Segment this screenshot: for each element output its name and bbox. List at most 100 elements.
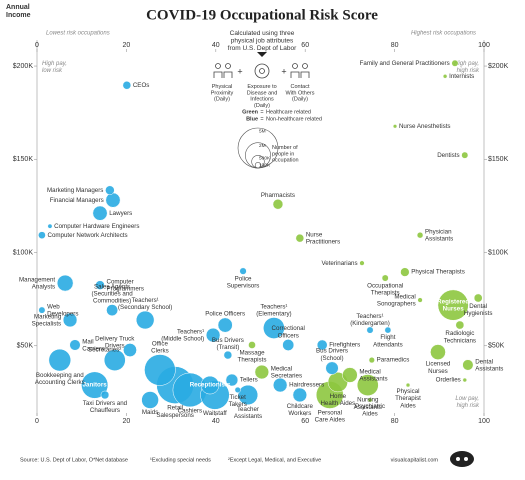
bubble-label: Computer Network Architects <box>47 232 127 239</box>
bubble-label: Pharmacists <box>261 192 295 199</box>
logo <box>450 451 474 467</box>
x-tick-label: 20 <box>123 418 131 425</box>
bubble-label: Teachers¹ (Elementary) <box>256 303 291 317</box>
bubble-label: Paramedics <box>377 357 410 364</box>
x-tick-label: 60 <box>301 42 309 49</box>
bubble <box>405 382 411 388</box>
bubble <box>359 260 365 266</box>
bubble-label: Receptionists <box>190 382 231 389</box>
bubble <box>455 320 465 330</box>
factor-label: Contact With Others (Daily) <box>285 84 314 103</box>
bubbles <box>38 59 483 410</box>
bubble <box>368 357 375 364</box>
factor-label: Physical Proximity (Daily) <box>211 84 234 103</box>
x-tick-label: 20 <box>123 42 131 49</box>
bubble-label: Teachers¹ (Secondary School) <box>118 297 172 311</box>
x-tick-label: 0 <box>35 418 39 425</box>
bubble <box>144 354 176 386</box>
bubble-label: Tellers <box>240 377 258 384</box>
bubble-label: Flight Attendants <box>373 334 403 348</box>
bubble-label: Medical Secretaries <box>271 365 302 379</box>
bubble <box>100 390 110 400</box>
bubble <box>282 339 295 351</box>
bubble <box>367 397 373 403</box>
operator: + <box>281 66 286 76</box>
bubble-label: Home Health Aides <box>320 393 355 407</box>
bubble <box>237 384 259 406</box>
bubble <box>122 81 132 90</box>
bubble-label: Childcare Workers <box>287 403 314 417</box>
bubble <box>225 373 239 387</box>
bubble <box>451 59 459 67</box>
bubble-label: Registered Nurses <box>437 298 469 312</box>
corner-note: High pay, low risk <box>42 61 67 74</box>
footnote: ¹Excluding special needs <box>150 457 211 463</box>
bubble <box>430 344 446 360</box>
bubble-label: Dentists <box>437 152 459 159</box>
y-tick-label: $150K <box>488 156 509 163</box>
bubble <box>342 367 358 383</box>
bubble <box>461 151 469 159</box>
bubble <box>462 377 468 383</box>
bubble <box>248 341 256 349</box>
y-axis-label: Annual Income <box>6 4 31 19</box>
bubble <box>325 361 339 375</box>
bubble <box>473 293 483 303</box>
bubble <box>417 297 423 303</box>
bubble-label: Personal Care Aides <box>315 409 345 423</box>
bubble-label: Bus Drivers (Transit) <box>212 337 244 351</box>
bubble-label: Family and General Practitioners <box>360 60 450 67</box>
bubble-label: Nurse Anesthetists <box>399 123 451 130</box>
bubble-label: CEOs <box>133 82 150 89</box>
bubble-label: Physician Assistants <box>425 228 453 242</box>
bubble <box>105 185 115 195</box>
bubble <box>38 231 46 239</box>
bubble <box>105 192 121 208</box>
y-tick-label: $200K <box>488 63 509 70</box>
bubble-label: Dental Assistants <box>475 358 503 372</box>
x-high-note: Highest risk occupations <box>411 31 476 37</box>
credit: visualcapitalist.com <box>391 457 439 463</box>
x-tick-label: 80 <box>391 42 399 49</box>
source: Source: U.S. Dept of Labor, O*Net databa… <box>20 457 128 463</box>
operator: + <box>237 66 242 76</box>
bubble <box>381 274 389 282</box>
bubble-label: Medical Assistants <box>359 368 387 382</box>
bubble-label: Physical Therapists <box>411 269 465 276</box>
bubble-label: Office Clerks <box>151 340 169 354</box>
bubble-label: Orderlies <box>436 377 461 384</box>
bubble <box>106 304 119 317</box>
bubble <box>416 231 424 239</box>
size-legend-label: 100K <box>259 163 271 169</box>
bubble-label: Lawyers <box>109 210 132 217</box>
x-tick-label: 80 <box>391 418 399 425</box>
bubble-label: Licensed Nurses <box>426 360 451 374</box>
bubble <box>38 306 46 314</box>
arrow-icon <box>257 52 267 57</box>
bubble-label: Bookkeeping and Accounting Clerks <box>35 372 85 386</box>
legend-label: Non-healthcare related <box>266 116 322 122</box>
bubble <box>47 223 53 229</box>
bubble-label: Medical Sonographers <box>377 293 416 307</box>
bubble-label: Financial Managers <box>50 197 104 204</box>
bubble <box>205 327 221 343</box>
bubble <box>141 391 159 409</box>
x-tick-label: 40 <box>212 42 220 49</box>
size-legend-label: 500K <box>259 156 271 162</box>
legend-label: Healthcare related <box>266 109 311 115</box>
y-tick-label: $100K <box>488 249 509 256</box>
bubble <box>295 233 305 243</box>
bubble <box>217 317 233 333</box>
legend: Green = Healthcare related Blue = Non-healthc… <box>242 109 322 122</box>
bubble <box>234 386 241 394</box>
subtitle: Calculated using three physical job attri… <box>228 30 297 52</box>
bubble <box>366 326 374 334</box>
bubble <box>200 375 220 395</box>
bubble <box>239 267 247 275</box>
y-tick-label: $200K <box>13 63 34 70</box>
labels: Family and General Practitioners Internis… <box>19 60 503 423</box>
bubble <box>400 267 410 277</box>
bubble-label: Maids <box>142 409 159 416</box>
bubble-label: Cashiers <box>178 408 202 415</box>
y-tick-label: $50K <box>17 343 34 350</box>
